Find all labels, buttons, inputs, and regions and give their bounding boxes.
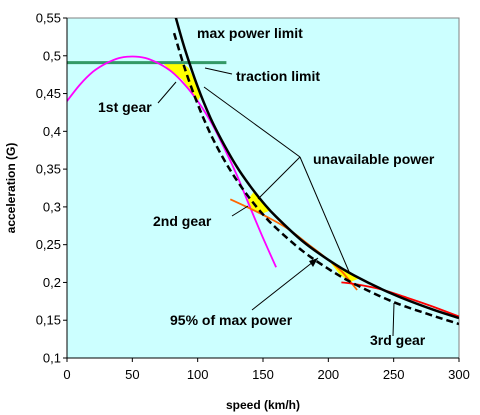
- arrowhead-95pct: [309, 258, 318, 267]
- y-tick-label: 0,15: [36, 313, 61, 328]
- leader-1st-gear: [157, 81, 177, 104]
- x-tick-label: 50: [125, 367, 139, 382]
- y-tick-label: 0,25: [36, 237, 61, 252]
- x-axis-title: speed (km/h): [226, 398, 300, 412]
- leader-unavailable-power-2: [257, 156, 301, 200]
- y-tick-label: 0,2: [43, 275, 61, 290]
- y-tick-label: 0,4: [43, 124, 61, 139]
- y-tick-label: 0,35: [36, 162, 61, 177]
- annotation-3rd-gear: 3rd gear: [370, 332, 426, 348]
- annotation-95pct: 95% of max power: [170, 312, 293, 328]
- x-tick-label: 0: [63, 367, 70, 382]
- y-tick-label: 0,3: [43, 199, 61, 214]
- series-line-pct95-power: [172, 32, 459, 326]
- annotation-1st-gear: 1st gear: [98, 99, 152, 115]
- x-tick-label: 300: [448, 367, 470, 382]
- y-axis: 0,1 0,15 0,2 0,25 0,3 0,35 0,4 0,45 0,5 0,55: [36, 11, 68, 366]
- y-axis-title: acceleration (G): [4, 143, 18, 234]
- y-tick-label: 0,1: [43, 351, 61, 366]
- y-tick-label: 0,5: [43, 48, 61, 63]
- annotation-unavailable-power: unavailable power: [313, 151, 435, 167]
- leader-traction-limit: [204, 67, 233, 75]
- unavailable-region-gap_2: [247, 191, 270, 215]
- leader-95pct: [251, 257, 319, 311]
- series-line-max-power: [174, 18, 459, 320]
- y-tick-label: 0,55: [36, 11, 61, 26]
- leader-unavailable-power-3: [299, 156, 351, 275]
- x-axis: 0 50 100 150 200 250 300: [63, 357, 470, 382]
- x-tick-label: 150: [252, 367, 274, 382]
- annotation-traction-limit: traction limit: [236, 68, 320, 84]
- annotation-2nd-gear: 2nd gear: [153, 213, 212, 229]
- x-tick-label: 200: [317, 367, 339, 382]
- x-tick-label: 100: [187, 367, 209, 382]
- annotation-max-power-limit: max power limit: [197, 25, 303, 41]
- leader-2nd-gear: [231, 205, 249, 217]
- leader-3rd-gear: [392, 302, 395, 337]
- leader-unavailable-power-1: [203, 86, 301, 158]
- x-tick-label: 250: [383, 367, 405, 382]
- y-tick-label: 0,45: [36, 86, 61, 101]
